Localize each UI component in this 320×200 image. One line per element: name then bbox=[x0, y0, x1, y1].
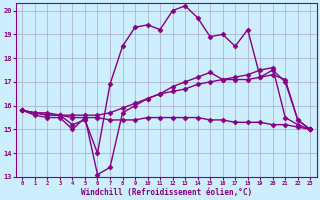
X-axis label: Windchill (Refroidissement éolien,°C): Windchill (Refroidissement éolien,°C) bbox=[81, 188, 252, 197]
